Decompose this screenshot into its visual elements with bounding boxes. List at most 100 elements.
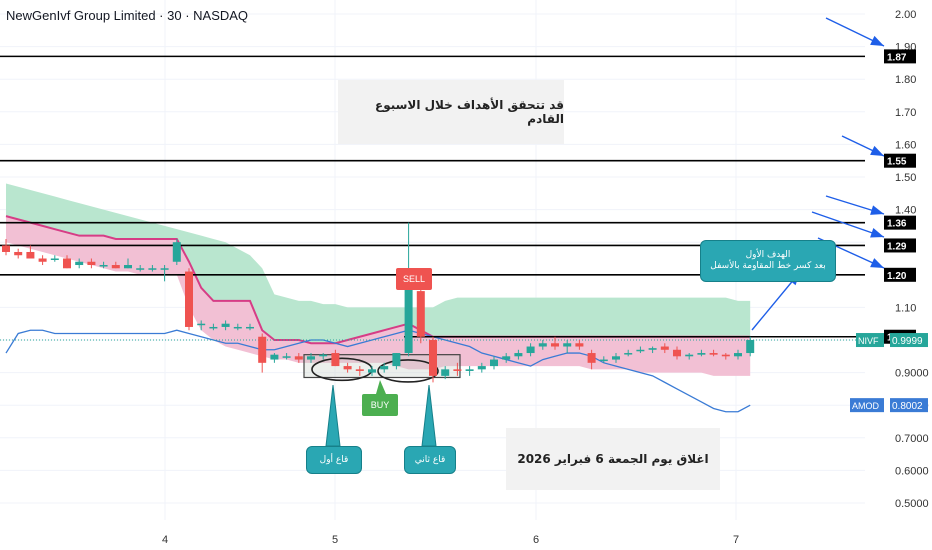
candle-body xyxy=(99,265,108,267)
candle-body xyxy=(355,369,364,371)
nivf-name-badge xyxy=(856,333,884,348)
candle-body xyxy=(160,268,169,270)
candle-body xyxy=(441,369,450,376)
candle-body xyxy=(526,346,535,354)
amod-line xyxy=(5,329,751,413)
nivf-name-text: NIVF xyxy=(858,336,879,346)
level-price-box xyxy=(884,238,916,253)
y-tick-label: 0.9000 xyxy=(895,368,929,380)
second-low-pointer xyxy=(421,384,437,447)
candle-body xyxy=(490,359,498,367)
buy-signal-flag: BUY xyxy=(362,394,398,416)
y-tick-label: 1.80 xyxy=(895,74,916,86)
candle-body xyxy=(331,353,340,367)
second-low-callout: قاع ثاني xyxy=(404,446,456,474)
y-tick-label: 1.60 xyxy=(895,139,916,151)
candle-body xyxy=(648,348,657,350)
candle-body xyxy=(453,369,462,371)
candle-body xyxy=(624,353,633,355)
candle-body xyxy=(697,353,706,355)
candle-body xyxy=(514,353,523,357)
chart-title: NewGenIvf Group Limited · 30 · NASDAQ xyxy=(6,8,249,23)
first-target-callout: الهدف الأول بعد كسر خط المقاومة بالأسفل xyxy=(700,240,836,282)
first-low-pointer xyxy=(325,384,341,447)
candle-body xyxy=(392,353,401,367)
candle-body xyxy=(538,343,547,347)
x-tick-label: 6 xyxy=(533,534,539,546)
candle-body xyxy=(575,343,584,347)
y-tick-label: 1.70 xyxy=(895,107,916,119)
y-tick-label: 1.50 xyxy=(895,172,916,184)
candle-body xyxy=(185,271,193,327)
y-tick-label: 2.00 xyxy=(895,9,916,21)
candle-body xyxy=(246,326,254,329)
candle-body xyxy=(270,354,279,360)
candle-body xyxy=(50,258,59,260)
y-tick-label: 1.10 xyxy=(895,302,916,314)
candle-body xyxy=(368,369,376,373)
first-target-title: الهدف الأول xyxy=(745,250,791,260)
candle-body xyxy=(172,242,181,262)
candle-body xyxy=(124,265,132,269)
first-low-callout: قاع أول xyxy=(306,446,362,474)
candle-body xyxy=(673,349,681,357)
second-low-ellipse xyxy=(377,359,439,383)
candle-body xyxy=(429,340,437,376)
candle-body xyxy=(294,356,303,360)
candle-body xyxy=(502,356,511,360)
y-tick-label: 0.6000 xyxy=(895,465,929,477)
y-tick-label: 0.5000 xyxy=(895,498,929,510)
level-price-box xyxy=(884,153,916,168)
x-tick-label: 5 xyxy=(332,534,338,546)
candle-body xyxy=(148,268,157,270)
candle-body xyxy=(563,343,572,347)
amod-price-text: 0.8002 xyxy=(892,401,923,412)
arrow-to-120-head xyxy=(870,258,884,268)
y-tick-label: 0.7000 xyxy=(895,433,929,445)
arrow-to-129-head xyxy=(870,228,884,238)
level-price-box xyxy=(884,267,916,282)
nivf-price-badge xyxy=(890,333,928,348)
amod-name-badge xyxy=(850,398,884,413)
candle-body xyxy=(709,353,718,355)
cloud-red-area xyxy=(6,216,751,376)
candle-body xyxy=(416,291,425,337)
candle-body xyxy=(136,268,145,270)
candle-body xyxy=(587,353,596,363)
candle-body xyxy=(612,356,620,360)
arrow-to-190-head xyxy=(870,35,884,46)
level-price-text: 1.29 xyxy=(887,241,907,252)
candle-body xyxy=(63,258,71,269)
candle-body xyxy=(734,353,742,357)
candle-body xyxy=(209,326,218,329)
amod-name-text: AMOD xyxy=(852,401,880,411)
level-price-text: 1.36 xyxy=(887,219,907,230)
candle-body xyxy=(660,346,669,350)
candle-body xyxy=(38,258,47,262)
arrow-to-136-head xyxy=(870,205,884,215)
candle-body xyxy=(282,356,291,358)
candle-body xyxy=(307,356,315,360)
cloud-green-area xyxy=(6,183,751,344)
buy-flag-pointer xyxy=(376,380,386,394)
candle-body xyxy=(111,265,120,269)
candle-body xyxy=(746,340,755,354)
candle-body xyxy=(233,326,242,329)
candle-body xyxy=(404,278,413,354)
weekly-target-note: قد تتحقق الأهداف خلال الاسبوع القادم xyxy=(338,80,564,144)
y-tick-label: 1.40 xyxy=(895,205,916,217)
candle-body xyxy=(258,336,267,363)
nivf-price-text: 0.9999 xyxy=(892,336,923,347)
level-price-text: 1.55 xyxy=(887,157,907,168)
level-price-text: 1.20 xyxy=(887,271,907,282)
candle-body xyxy=(465,369,474,371)
candle-body xyxy=(87,261,96,266)
candle-body xyxy=(599,359,608,362)
friday-close-note: اغلاق يوم الجمعة 6 فبراير 2026 xyxy=(506,428,720,490)
x-tick-label: 7 xyxy=(733,534,739,546)
candle-body xyxy=(721,354,730,357)
candle-body xyxy=(636,349,645,352)
candle-body xyxy=(197,323,206,326)
level-price-text: 1.87 xyxy=(887,52,907,63)
